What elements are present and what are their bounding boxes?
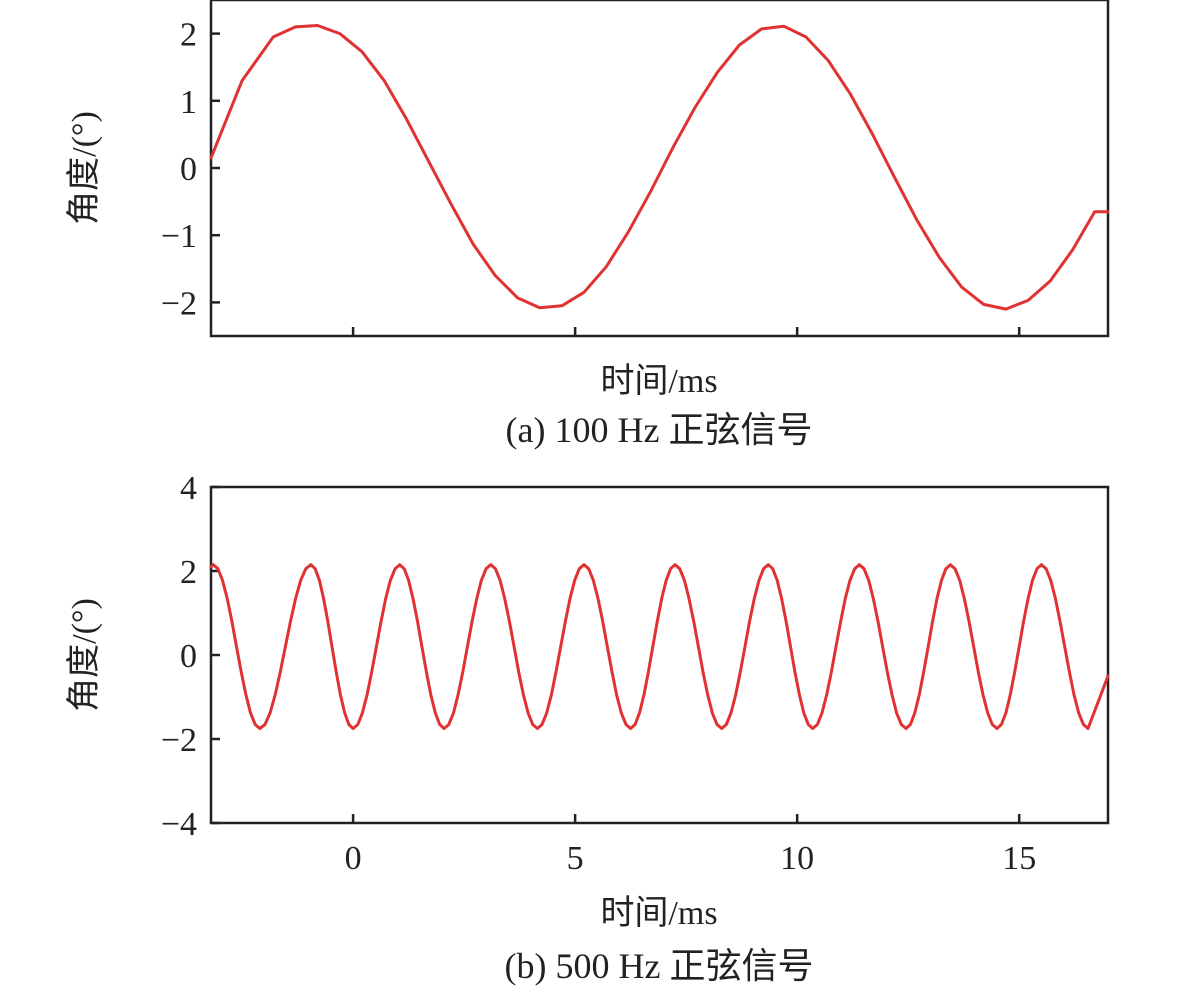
panel-a-caption: (a) 100 Hz 正弦信号 [506,410,813,450]
panel-b-y-tick-label: 2 [180,554,197,591]
panel-b-x-ticks: 0 5 10 15 [345,814,1036,877]
panel-a-y-tick-label: −2 [161,285,197,322]
panel-a-y-ticks: −2 −1 0 1 2 [161,17,220,322]
panel-b-caption: (b) 500 Hz 正弦信号 [505,946,814,986]
panel-b-x-tick-label: 10 [780,840,814,877]
panel-a-y-tick-label: −1 [161,218,197,255]
panel-a-y-tick-label: 1 [180,84,197,121]
panel-a-series-line [209,24,1110,311]
panel-b-y-tick-label: 4 [180,470,197,507]
panel-a-x-axis-label: 时间/ms [600,363,717,400]
panel-b-x-tick-label: 5 [567,840,584,877]
panel-a-plot-frame [209,0,1110,338]
panel-b-x-tick-label: 15 [1002,840,1036,877]
panel-b-x-axis-label: 时间/ms [600,895,717,932]
panel-a-y-tick-label: 2 [180,17,197,54]
panel-a-x-ticks [351,327,1021,336]
panel-b-y-tick-label: −2 [161,722,197,759]
panel-a-y-axis-label: 角度/(°) [65,111,103,225]
panel-a: −2 −1 0 1 2 角度/(°) 时间/ms (a) 100 Hz 正弦信号 [65,0,1110,450]
panel-a-y-tick-label: 0 [180,151,197,188]
panel-b-series-line [209,563,1110,730]
panel-b-y-axis-label: 角度/(°) [65,598,103,712]
panel-b: −4 −2 0 2 4 0 5 10 15 角度/(°) 时间/ms (b) 500 Hz 正… [65,470,1110,986]
panel-b-x-tick-label: 0 [345,840,362,877]
panel-b-y-ticks: −4 −2 0 2 4 [161,470,220,843]
panel-b-y-tick-label: 0 [180,638,197,675]
panel-b-plot-frame [209,485,1110,825]
panel-b-y-tick-label: −4 [161,806,197,843]
